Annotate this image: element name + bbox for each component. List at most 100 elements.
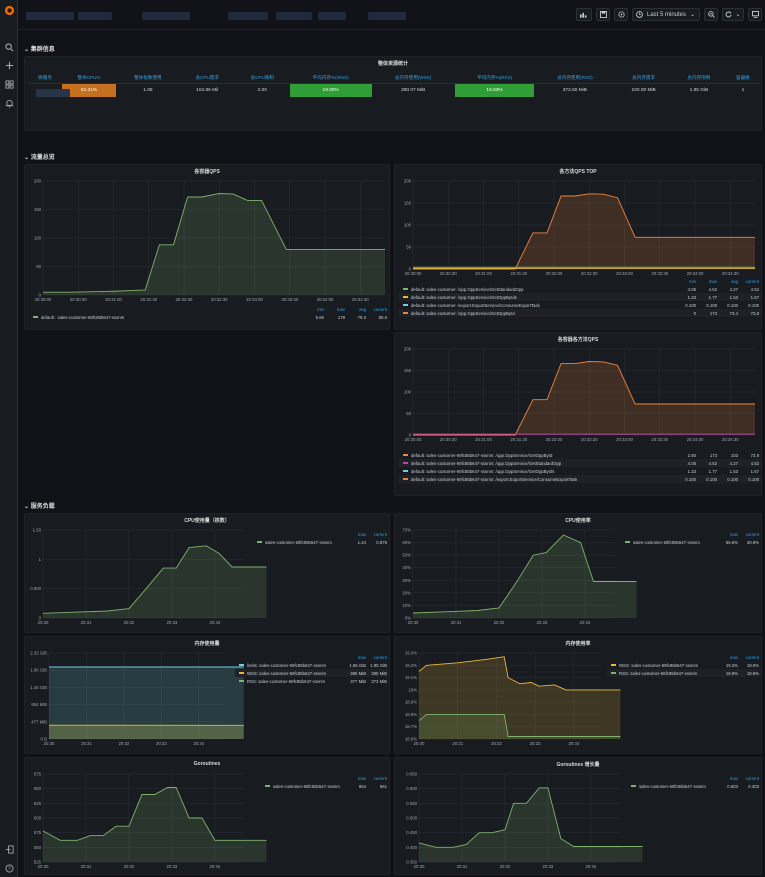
breadcrumb-redacted[interactable] — [276, 12, 312, 20]
chart-mem_usage[interactable]: 0 B 477 MiB 954 MiB 1.40 GiB 1.86 GiB 2.33 Gi… — [25, 637, 390, 754]
breadcrumb-redacted[interactable] — [228, 12, 268, 20]
chart-container_qps[interactable]: 0 50 100 150 200 20:30:00 20:30:30 20:31:00 20:3… — [25, 165, 390, 330]
table-header-cell[interactable]: 整体核数使用 — [115, 73, 180, 84]
series-line[interactable] — [418, 656, 621, 691]
panel-container-qps[interactable]: 各容器QPS 0 50 100 150 200 20:30:00 20:30:30 20:31… — [24, 164, 390, 330]
refresh-button[interactable]: ⌄ — [722, 8, 744, 21]
legend-item[interactable]: default: sales-customer-69fc85b647-sssnm… — [399, 451, 761, 459]
table-header-cell[interactable]: 总内存需求 — [615, 73, 672, 84]
series-line[interactable] — [43, 193, 385, 293]
table-header-cell[interactable]: 平均内存%(WSS) — [289, 73, 372, 84]
chart-cpu_rate[interactable]: 0% 10% 20% 30% 40% 50% 60% 70% 20:30 20:31 20:32 20… — [395, 514, 762, 633]
legend-item[interactable]: sales-customer-69fc85b647-sssnm 66.6% 29.9… — [621, 538, 761, 546]
series-line[interactable] — [412, 534, 637, 614]
row-collapse-service[interactable]: ⌄ 服务负载 — [24, 501, 55, 510]
legend-item[interactable]: default: sales-customer-69fc85b647-sssnm… — [399, 475, 761, 483]
table-header-cell[interactable]: 整体CPU% — [62, 73, 116, 84]
legend-item[interactable]: default: sales-customer: /opp.OppService… — [399, 309, 761, 317]
row-collapse-cluster[interactable]: ⌄ 集群信息 — [24, 44, 55, 53]
zoom-out-button[interactable] — [704, 8, 718, 21]
chart-mem_rate[interactable]: 18.6% 18.7% 18.8% 18.9% 19% 19.1% 19.2% 19.3% 20… — [395, 637, 762, 754]
breadcrumb-redacted[interactable] — [26, 12, 74, 20]
chart-cpu_cores[interactable]: 0 0.500 1 1.50 20:30 20:31 20:32 20:33 20:34 — [25, 514, 390, 633]
legend-item[interactable]: default : sales-customer-69fc85b647-sssn… — [29, 313, 389, 321]
legend-item[interactable]: default: sales-customer-69fc85b647-sssnm… — [399, 467, 761, 475]
series-line[interactable] — [42, 787, 267, 841]
add-panel-button[interactable] — [576, 8, 592, 21]
chart-goroutines[interactable]: 525 550 575 600 625 650 675 20:30 20:31 20:32 20:3… — [25, 758, 390, 875]
panel-goroutines-growth[interactable]: Goroutines 增长量 0.350 0.400 0.450 0.500 0.550… — [394, 757, 762, 875]
legend-header-max[interactable]: max — [729, 532, 738, 537]
panel-cpu-rate[interactable]: CPU使用率 0% 10% 20% 30% 40% 50% 60% 70% 20:30 20:31… — [394, 513, 762, 633]
chart-goroutines_growth[interactable]: 0.350 0.400 0.450 0.500 0.550 0.600 0.650 20:30… — [395, 758, 762, 875]
legend-header-current[interactable]: current — [745, 776, 759, 781]
legend-header-avg[interactable]: avg — [731, 279, 738, 284]
legend-header-max[interactable]: max — [729, 776, 738, 781]
legend-header-current[interactable]: current — [745, 532, 759, 537]
settings-button[interactable] — [614, 8, 628, 21]
table-header-cell[interactable]: 平均内存%(RSS) — [454, 73, 535, 84]
time-range-picker[interactable]: Last 5 minutes ⌄ — [632, 8, 700, 21]
table-header-cell[interactable]: 总内存使用(WSS) — [371, 73, 455, 84]
legend-item[interactable]: WSS: sales-customer-69fc85b647-sssnm 385 … — [235, 669, 389, 677]
legend-item[interactable]: sales-customer-69fc85b647-sssnm 0.603 0.40… — [627, 782, 761, 790]
legend-header-max[interactable]: max — [708, 279, 717, 284]
table-header-cell[interactable]: 微服务 — [28, 73, 63, 84]
grafana-logo-icon[interactable] — [3, 4, 15, 16]
chart-service_method_qps[interactable]: 0 50 100 150 200 20:30:00 20:30:30 20:31:00 20:3… — [395, 333, 762, 496]
legend-header-current[interactable]: current — [745, 655, 759, 660]
series-line[interactable] — [418, 713, 621, 737]
series-line[interactable] — [413, 193, 755, 270]
legend-header-min[interactable]: min — [317, 307, 324, 312]
help-icon[interactable]: ? — [3, 862, 15, 874]
panel-memory-rate[interactable]: 内存使用率 18.6% 18.7% 18.8% 18.9% 19% 19.1% 19.2% 1… — [394, 636, 762, 754]
panel-service-method-qps[interactable]: 各容器各方法QPS 0 50 100 150 200 20:30:00 20:30:30 20… — [394, 332, 762, 496]
legend-header-current[interactable]: current — [373, 307, 387, 312]
search-icon[interactable] — [3, 41, 15, 53]
legend-item[interactable]: default: sales-customer: /export.ExportS… — [399, 301, 761, 309]
legend-header-avg[interactable]: avg — [359, 307, 366, 312]
tv-mode-button[interactable] — [748, 8, 762, 21]
legend-header-max[interactable]: max — [357, 532, 366, 537]
series-line[interactable] — [413, 361, 755, 436]
table-header-cell[interactable]: 总内存使用(RSS) — [534, 73, 616, 84]
legend-item[interactable]: RSS: sales-customer-69fc85b647-sssnm 377 … — [235, 677, 389, 685]
panel-cpu-cores[interactable]: CPU使用量（核数） 0 0.500 1 1.50 20:30 20:31 20:32 20:… — [24, 513, 390, 633]
legend-item[interactable]: sales-customer-69fc85b647-sssnm 654 561 — [261, 782, 389, 790]
table-header-cell[interactable]: 总内存限制 — [671, 73, 726, 84]
panel-goroutines[interactable]: Goroutines 525 550 575 600 625 650 675 20:30 20:… — [24, 757, 390, 875]
breadcrumb-redacted[interactable] — [318, 12, 346, 20]
breadcrumb-redacted[interactable] — [368, 12, 406, 20]
legend-item[interactable]: limits: sales-customer-69fc85b647-sssnm 1… — [235, 661, 389, 669]
legend-header-max[interactable]: max — [357, 655, 366, 660]
row-collapse-traffic[interactable]: ⌄ 流量总览 — [24, 152, 55, 161]
legend-item[interactable]: RSS: sales-customer-69fc85b647-sssnm 18.8… — [607, 669, 761, 677]
panel-method-qps-top[interactable]: 各方法QPS TOP 0 50 100 150 200 20:30:00 20:30:30 2… — [394, 164, 762, 330]
legend-item[interactable]: WSS: sales-customer-69fc85b647-sssnm 19.3… — [607, 661, 761, 669]
series-line[interactable] — [42, 545, 267, 614]
table-header-cell[interactable]: 容器数 — [725, 73, 760, 84]
table-header-cell[interactable]: 总CPU限制 — [234, 73, 290, 84]
legend-item[interactable]: sales-customer-69fc85b647-sssnm 1.24 0.876 — [253, 538, 389, 546]
series-line[interactable] — [418, 787, 643, 848]
legend-header-current[interactable]: current — [373, 532, 387, 537]
legend-header-current[interactable]: current — [745, 279, 759, 284]
breadcrumb-redacted[interactable] — [78, 12, 112, 20]
legend-header-min[interactable]: min — [689, 279, 696, 284]
sign-in-icon[interactable] — [3, 843, 15, 855]
bell-icon[interactable] — [3, 97, 15, 109]
legend-header-current[interactable]: current — [373, 776, 387, 781]
legend-item[interactable]: default: sales-customer: /opp.OppService… — [399, 285, 761, 293]
legend-item[interactable]: default: sales-customer-69fc85b647-sssnm… — [399, 459, 761, 467]
dashboards-icon[interactable] — [3, 78, 15, 90]
chart-method_qps_top[interactable]: 0 50 100 150 200 20:30:00 20:30:30 20:31:00 20:3… — [395, 165, 762, 330]
breadcrumb-redacted[interactable] — [142, 12, 190, 20]
legend-header-max[interactable]: max — [336, 307, 345, 312]
legend-item[interactable]: default: sales-customer: /opp.OppService… — [399, 293, 761, 301]
legend-header-max[interactable]: max — [729, 655, 738, 660]
legend-header-max[interactable]: max — [357, 776, 366, 781]
panel-memory-usage[interactable]: 内存使用量 0 B 477 MiB 954 MiB 1.40 GiB 1.86 GiB 2… — [24, 636, 390, 754]
table-header-cell[interactable]: 总CPU需求 — [179, 73, 235, 84]
save-button[interactable] — [596, 8, 610, 21]
plus-icon[interactable] — [3, 59, 15, 71]
